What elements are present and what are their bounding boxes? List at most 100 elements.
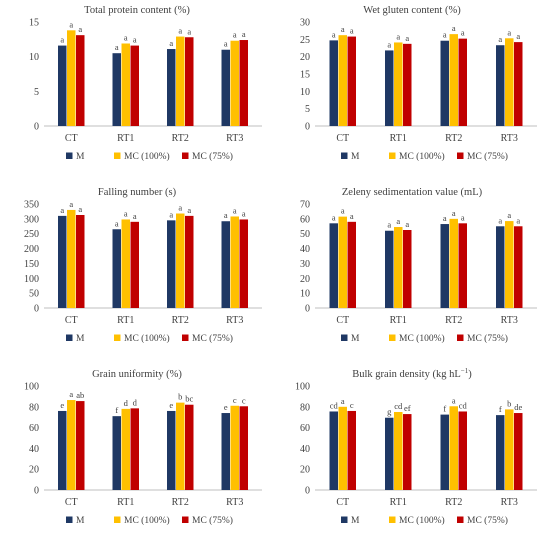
chart-title: Zeleny sedimentation value (mL)	[342, 187, 483, 198]
chart-title: Falling number (s)	[98, 187, 177, 198]
bar-RT3-1	[230, 216, 239, 308]
bar-significance-label: g	[387, 407, 392, 417]
bar-CT-0	[58, 45, 67, 126]
bar-significance-label: a	[242, 29, 246, 39]
x-tick-label: CT	[65, 497, 78, 508]
legend-swatch-3	[457, 152, 464, 159]
bar-significance-label: a	[69, 199, 73, 209]
x-tick-label: RT2	[172, 133, 189, 144]
bar-significance-label: a	[387, 220, 391, 230]
y-tick-label: 100	[24, 382, 39, 393]
x-tick-label: RT1	[117, 497, 134, 508]
bar-CT-0	[329, 223, 338, 308]
bar-RT3-0	[496, 45, 505, 126]
x-tick-label: CT	[65, 133, 78, 144]
bar-RT1-0	[385, 230, 394, 308]
bar-significance-label: a	[516, 215, 520, 225]
legend-label-1: M	[351, 516, 360, 526]
bar-CT-1	[338, 216, 347, 308]
bar-significance-label: a	[115, 218, 119, 228]
bar-RT2-0	[167, 49, 176, 126]
legend-label-2: MC (100%)	[399, 151, 445, 162]
bar-RT2-0	[167, 220, 176, 308]
bar-RT2-0	[440, 414, 449, 490]
legend-swatch-3	[457, 516, 464, 523]
y-tick-label: 0	[34, 486, 39, 497]
legend-swatch-3	[457, 334, 464, 341]
bar-significance-label: e	[60, 400, 64, 410]
y-tick-label: 10	[29, 52, 39, 63]
bar-significance-label: ab	[76, 390, 84, 400]
legend-swatch-1	[341, 516, 348, 523]
x-tick-label: CT	[65, 315, 78, 326]
bar-significance-label: a	[396, 216, 400, 226]
bar-RT2-0	[440, 224, 449, 308]
bar-significance-label: a	[69, 19, 73, 29]
x-tick-label: RT2	[445, 133, 462, 144]
bar-CT-0	[329, 40, 338, 126]
bar-RT2-0	[440, 40, 449, 126]
bar-RT3-2	[239, 40, 248, 126]
x-tick-label: RT1	[390, 315, 407, 326]
bar-significance-label: a	[69, 389, 73, 399]
y-tick-label: 70	[300, 200, 310, 211]
y-tick-label: 60	[300, 423, 310, 434]
y-tick-label: 150	[24, 259, 39, 270]
y-tick-label: 40	[300, 244, 310, 255]
bar-significance-label: cd	[394, 401, 403, 411]
y-tick-label: 15	[300, 70, 310, 81]
bar-RT2-0	[167, 410, 176, 490]
y-tick-label: 10	[300, 87, 310, 98]
bar-significance-label: a	[405, 33, 409, 43]
bar-CT-2	[76, 214, 85, 308]
bar-significance-label: a	[341, 24, 345, 34]
y-tick-label: 80	[29, 402, 39, 413]
y-tick-label: 60	[300, 214, 310, 225]
bar-RT1-0	[112, 416, 121, 490]
bar-RT1-2	[403, 414, 412, 490]
legend-label-2: MC (100%)	[399, 333, 445, 344]
bar-significance-label: a	[387, 39, 391, 49]
x-tick-label: RT3	[226, 133, 243, 144]
legend-label-1: M	[351, 152, 360, 162]
bar-significance-label: a	[60, 35, 64, 45]
x-tick-label: RT1	[390, 133, 407, 144]
chart-title: Total protein content (%)	[84, 5, 190, 16]
y-tick-label: 250	[24, 229, 39, 240]
bar-RT1-2	[403, 43, 412, 127]
x-tick-label: CT	[336, 497, 349, 508]
legend-swatch-2	[114, 516, 121, 523]
bar-significance-label: e	[224, 402, 228, 412]
bar-RT1-0	[385, 417, 394, 490]
y-tick-label: 30	[300, 18, 310, 29]
bar-significance-label: a	[115, 42, 119, 52]
y-tick-label: 40	[300, 444, 310, 455]
bar-significance-label: a	[169, 209, 173, 219]
bar-RT2-2	[185, 404, 194, 490]
bar-CT-1	[67, 400, 76, 490]
legend-label-3: MC (75%)	[192, 333, 233, 344]
y-tick-label: 350	[24, 200, 39, 211]
bar-RT2-2	[458, 38, 467, 126]
bar-RT3-2	[239, 406, 248, 490]
legend-label-1: M	[351, 334, 360, 344]
y-tick-label: 0	[305, 304, 310, 315]
bar-significance-label: a	[124, 208, 128, 218]
x-tick-label: RT1	[117, 133, 134, 144]
bar-CT-0	[329, 411, 338, 490]
bar-significance-label: a	[443, 213, 447, 223]
bar-RT3-0	[496, 415, 505, 490]
bar-RT2-1	[176, 402, 185, 490]
bar-significance-label: a	[516, 31, 520, 41]
bar-significance-label: b	[507, 398, 511, 408]
y-tick-label: 80	[300, 402, 310, 413]
bar-significance-label: b	[178, 392, 182, 402]
legend-swatch-2	[389, 152, 396, 159]
legend-label-1: M	[76, 516, 85, 526]
bar-significance-label: a	[452, 395, 456, 405]
chart-title: Bulk grain density (kg hL−1)	[352, 367, 472, 380]
legend-swatch-2	[389, 516, 396, 523]
